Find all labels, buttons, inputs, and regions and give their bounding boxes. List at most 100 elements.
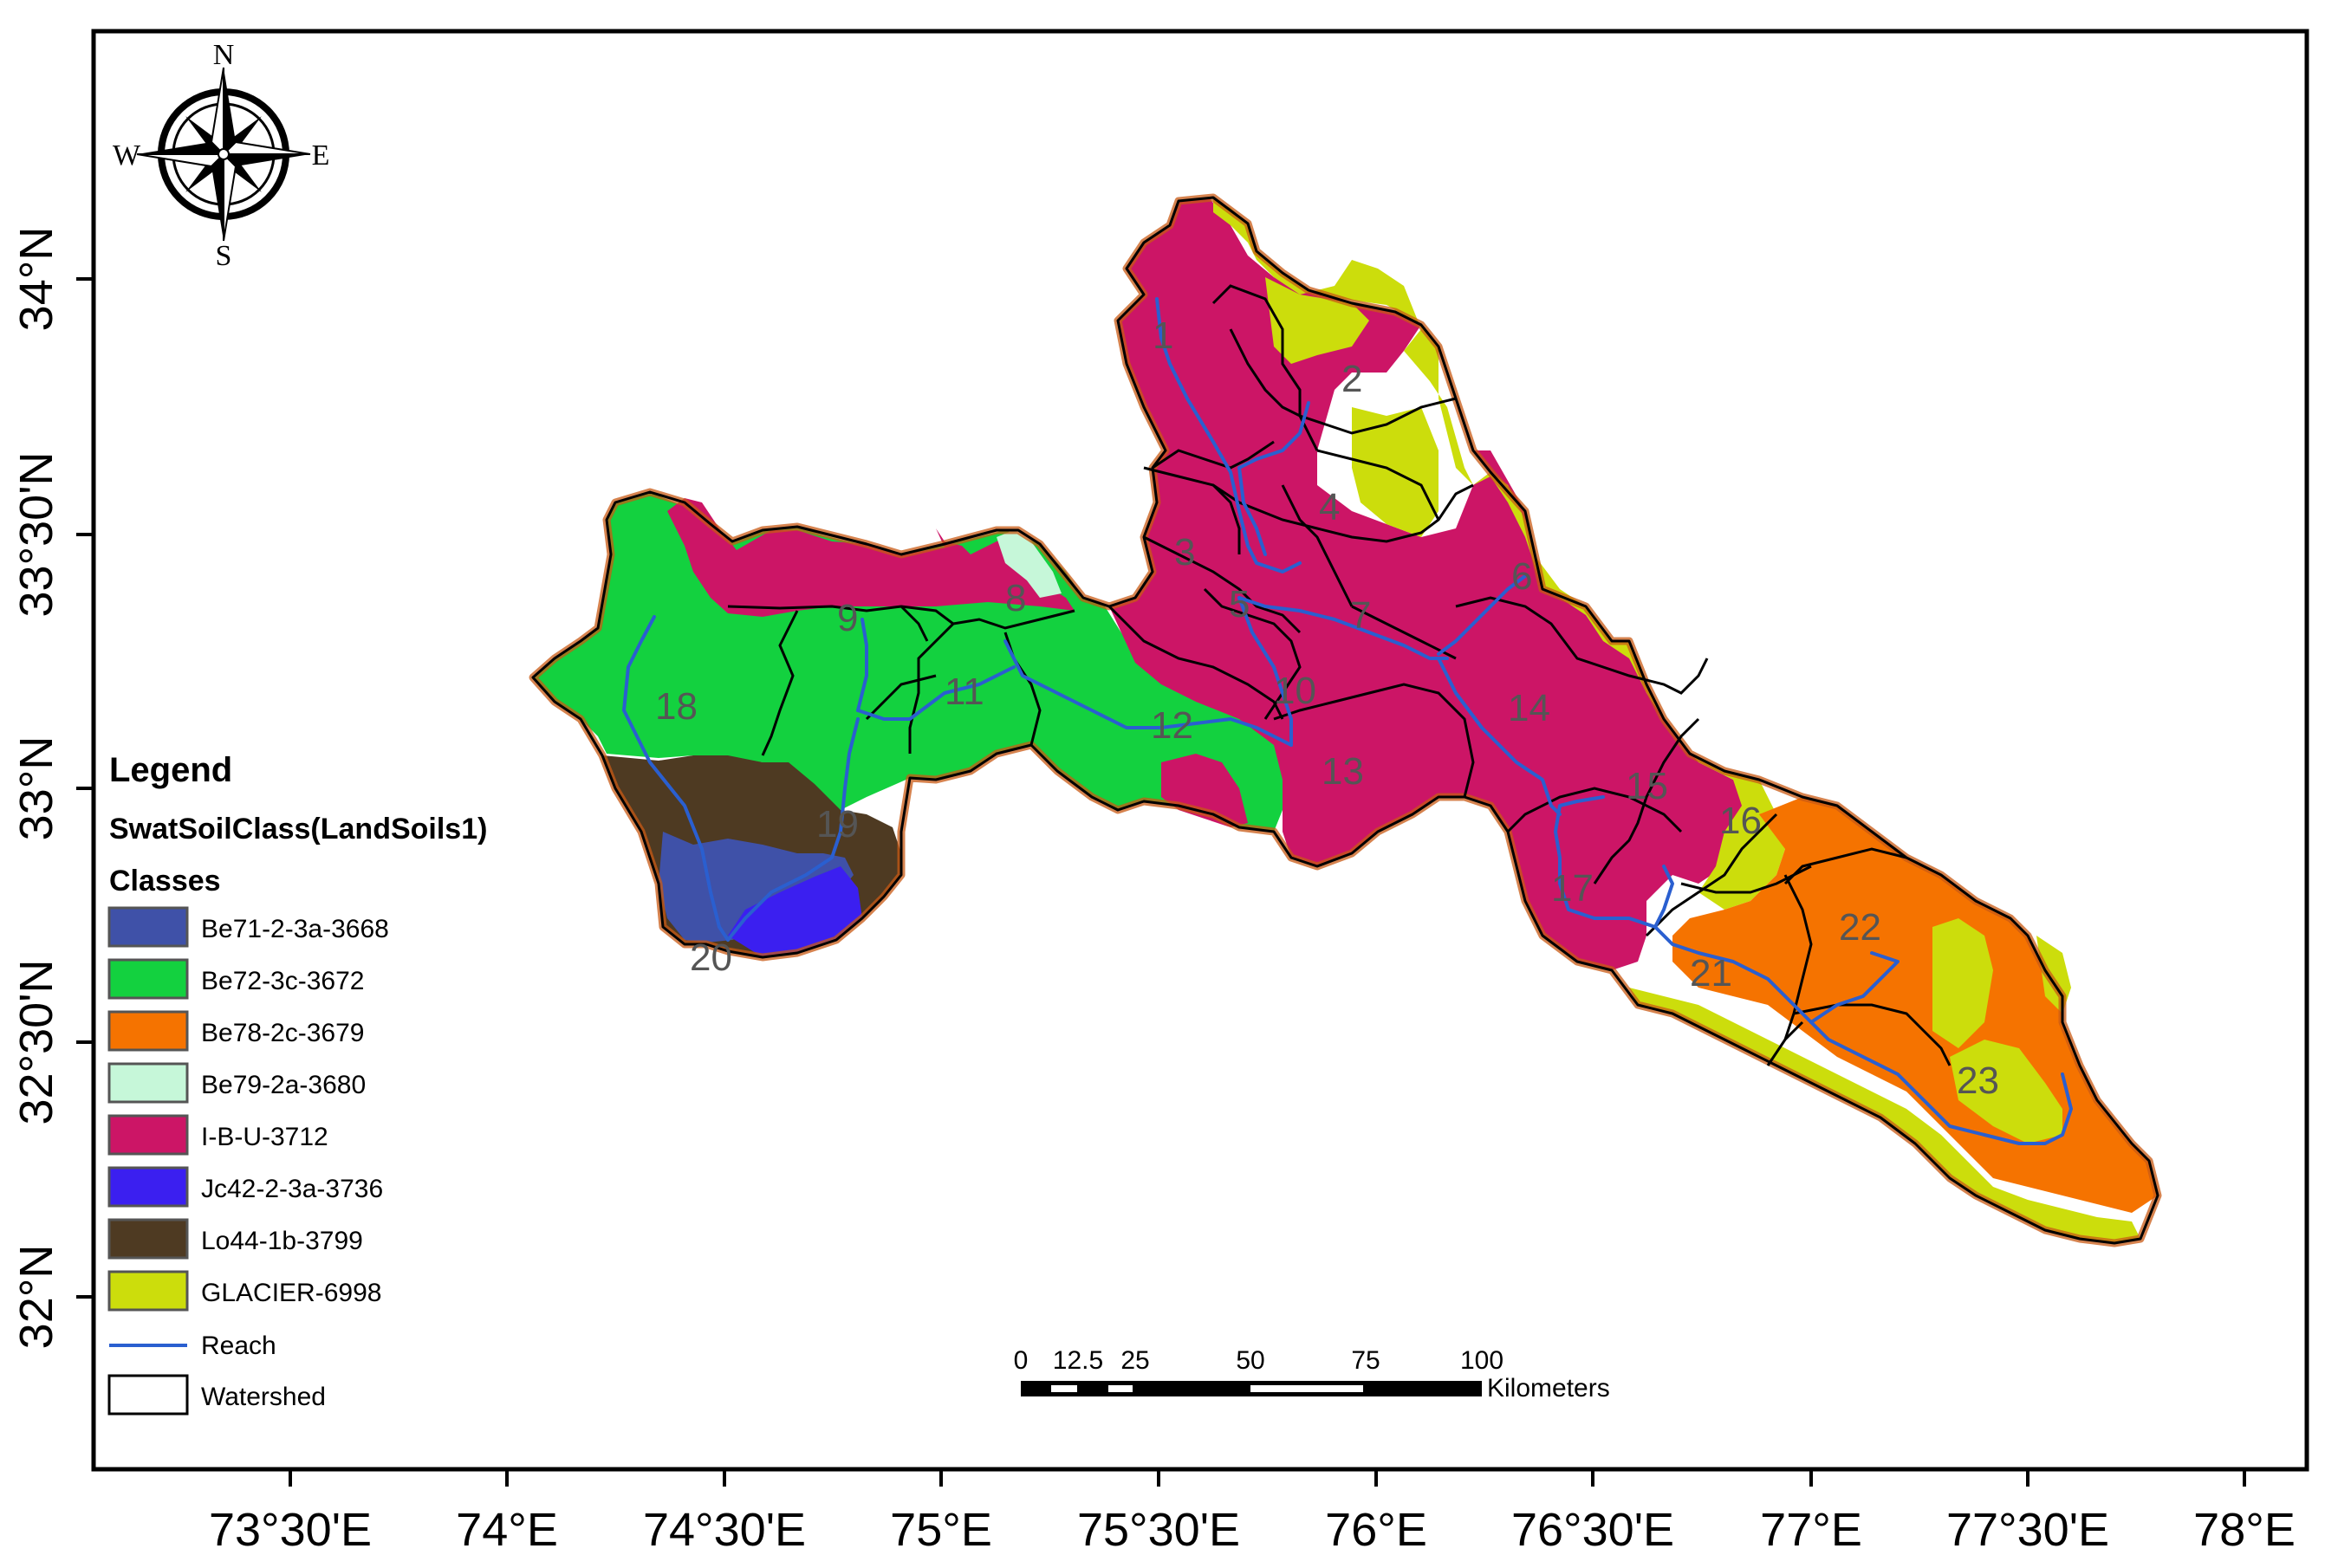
x-tick-label: 77°E: [1760, 1504, 1862, 1556]
scale-bar-segment: [1250, 1385, 1363, 1392]
watershed-boundary: [1766, 1020, 1804, 1066]
reach-line: [1155, 297, 1302, 573]
watershed-boundary: [1351, 605, 1457, 660]
subbasin-label-19: 19: [816, 803, 859, 846]
soil-ibu-west: [667, 498, 1075, 617]
reach-line: [1437, 657, 1562, 816]
subbasin-label-9: 9: [837, 597, 858, 639]
subbasin-label-3: 3: [1174, 531, 1195, 573]
subbasin-label-7: 7: [1350, 594, 1371, 637]
soil-layer: [533, 198, 2158, 1243]
watershed-boundary: [727, 605, 956, 754]
legend-label-be71: Be71-2-3a-3668: [201, 915, 389, 943]
legend-label-be78: Be78-2c-3679: [201, 1019, 364, 1047]
scale-label-12-5: 12.5: [1053, 1346, 1103, 1375]
legend-label-watershed: Watershed: [201, 1383, 326, 1411]
compass-point-east: [224, 154, 310, 166]
watershed-boundary: [899, 605, 929, 642]
x-tick-label: 78°E: [2193, 1504, 2296, 1556]
legend-swatch-glacier: [107, 1270, 189, 1312]
compass-point-south: [211, 154, 224, 241]
scale-label-0: 0: [1014, 1346, 1029, 1375]
axis-x: 73°30'E 74°E 74°30'E 75°E 75°30'E 76°E 7…: [209, 1469, 2296, 1556]
map-frame: [91, 29, 2309, 1472]
soil-be79: [997, 530, 1062, 598]
subbasin-labels: 1 2 3 4 5 6 7 8 9 10 11 12 13 14 15 16 1…: [655, 314, 1999, 1102]
watershed-boundary: [1229, 328, 1457, 435]
compass-center: [218, 148, 230, 160]
x-tick-label: 76°30'E: [1511, 1504, 1674, 1556]
reach-line: [1809, 1020, 2073, 1145]
legend-label-be79: Be79-2a-3680: [201, 1071, 366, 1099]
basin-outline: [529, 193, 2162, 1247]
subbasin-label-13: 13: [1322, 750, 1364, 793]
watershed-boundary: [1143, 466, 1241, 554]
subbasin-label-12: 12: [1151, 704, 1193, 747]
subbasin-label-10: 10: [1274, 670, 1316, 712]
watershed-boundary: [1506, 787, 1683, 833]
axis-y: 34°N 33°30'N 33°N 32°30'N 32°N: [10, 227, 94, 1350]
reach-line: [1653, 865, 1674, 929]
legend-swatch-be72: [107, 958, 189, 1000]
legend-swatch-ibu: [107, 1114, 189, 1156]
watershed-boundary: [1783, 847, 1907, 885]
subbasin-label-4: 4: [1319, 486, 1340, 528]
compass-n: N: [213, 39, 235, 71]
soil-glacier-se1: [1932, 918, 1993, 1048]
watershed-boundary: [1212, 483, 1474, 543]
legend-label-reach: Reach: [201, 1332, 276, 1360]
soil-glacier-se2: [1950, 1040, 2062, 1144]
subbasin-label-16: 16: [1719, 800, 1762, 842]
legend-layer: SwatSoilClass(LandSoils1): [109, 813, 487, 846]
legend-swatch-jc42: [107, 1166, 189, 1208]
watershed-boundary: [952, 609, 1075, 630]
reach-line: [1554, 795, 1657, 929]
reach-line: [1237, 596, 1293, 747]
legend-label-lo44: Lo44-1b-3799: [201, 1227, 363, 1255]
watershed-boundary: [1316, 449, 1440, 521]
watershed-boundary: [1645, 813, 1778, 937]
compass-point-north-light: [210, 67, 224, 157]
soil-glacier-upper: [1265, 277, 1369, 364]
reach-line: [1437, 574, 1527, 656]
legend-label-glacier: GLACIER-6998: [201, 1279, 381, 1307]
watershed-boundaries: [727, 284, 1952, 1066]
subbasin-label-23: 23: [1957, 1059, 1999, 1102]
compass-point-south-light: [223, 152, 237, 242]
x-tick-label: 77°30'E: [1946, 1504, 2109, 1556]
legend-label-jc42: Jc42-2-3a-3736: [201, 1175, 383, 1203]
scale-unit: Kilometers: [1487, 1374, 1610, 1403]
subbasin-label-1: 1: [1153, 314, 1173, 357]
legend-label-ibu: I-B-U-3712: [201, 1123, 328, 1151]
scale-label-25: 25: [1120, 1346, 1149, 1375]
y-tick-label: 33°N: [10, 736, 62, 841]
reaches: [622, 297, 2073, 1145]
legend-classes-label: Classes: [109, 865, 221, 897]
subbasin-label-17: 17: [1551, 867, 1594, 910]
x-tick-label: 74°E: [456, 1504, 558, 1556]
basin-outline-line: [531, 196, 2159, 1245]
watershed-boundary: [1783, 874, 1813, 1040]
x-tick-label: 76°E: [1325, 1504, 1427, 1556]
reach-line: [1003, 639, 1293, 747]
y-tick-label: 32°N: [10, 1245, 62, 1350]
legend-swatch-lo44: [107, 1218, 189, 1260]
reach-line: [726, 717, 860, 942]
legend: Legend SwatSoilClass(LandSoils1) Classes…: [107, 751, 487, 1416]
reach-line: [1809, 951, 1900, 1024]
x-tick-label: 75°30'E: [1077, 1504, 1240, 1556]
reach-line: [1237, 401, 1310, 556]
compass-s: S: [216, 240, 232, 272]
subbasin-label-14: 14: [1508, 687, 1550, 729]
reach-line: [622, 615, 730, 942]
watershed-boundary: [1211, 284, 1319, 451]
watershed-boundary: [761, 610, 799, 756]
compass-point-west: [137, 142, 224, 154]
legend-swatch-be79: [107, 1062, 189, 1104]
scale-bar-segment: [1108, 1385, 1133, 1392]
watershed-boundary: [1152, 440, 1275, 470]
scale-label-100: 100: [1460, 1346, 1503, 1375]
soil-glacier-north: [1213, 199, 1785, 910]
subbasin-label-22: 22: [1839, 906, 1881, 949]
subbasin-label-5: 5: [1229, 583, 1250, 625]
